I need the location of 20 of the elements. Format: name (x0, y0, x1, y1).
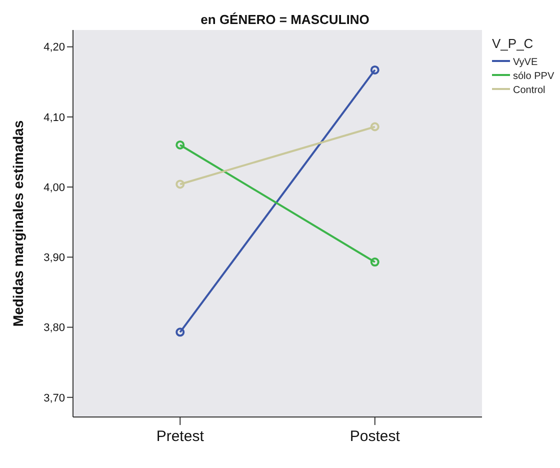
point (176, 180, 185, 189)
point (370, 122, 380, 132)
y-tick-label: 3,80 (44, 322, 65, 334)
y-axis-title: Medidas marginales estimadas (10, 120, 26, 327)
legend-label: sólo PPV (513, 71, 554, 82)
chart-title: en GÉNERO = MASCULINO (200, 12, 370, 27)
x-tick-label: Postest (350, 428, 401, 445)
legend-label: Control (513, 85, 546, 96)
y-tick-label: 4,10 (44, 112, 65, 124)
y-tick-label: 3,90 (44, 252, 65, 264)
point (176, 328, 185, 337)
legend-label: VyVE (513, 57, 538, 68)
point (176, 140, 185, 150)
x-tick-label: Pretest (156, 428, 205, 445)
y-tick-label: 4,20 (44, 42, 65, 54)
y-tick-label: 3,70 (44, 392, 65, 404)
legend-title: V_P_C (492, 36, 534, 51)
point (370, 65, 380, 74)
y-tick-label: 4,00 (44, 182, 65, 194)
point (370, 258, 380, 267)
